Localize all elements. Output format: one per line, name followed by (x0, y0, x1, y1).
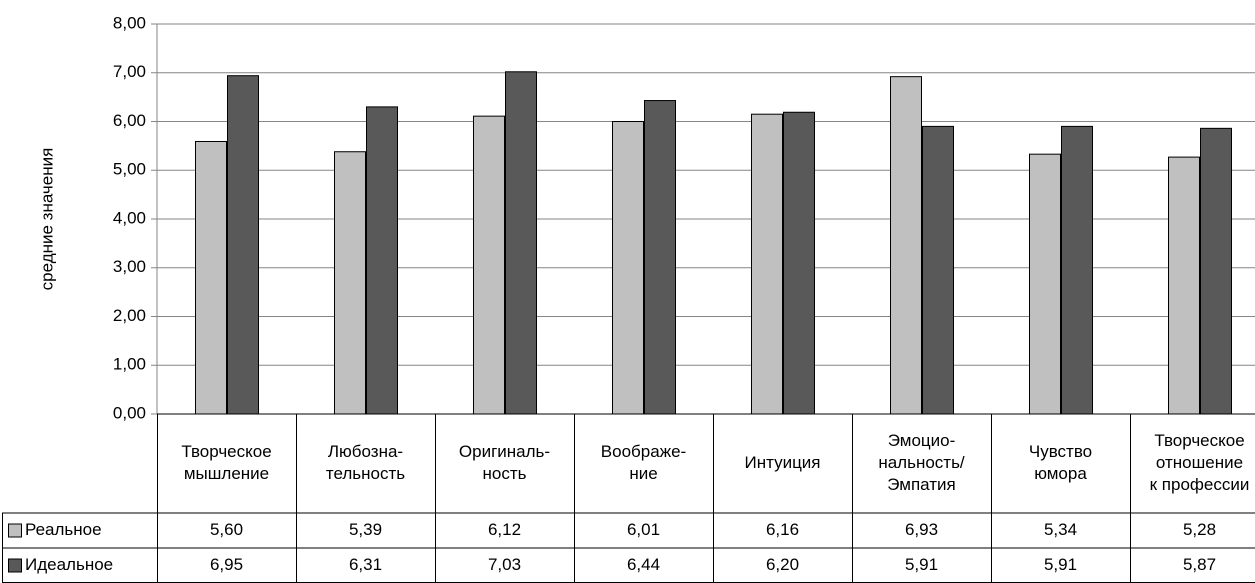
bar-ideal (922, 125, 954, 415)
category-label: Чувство (1029, 442, 1092, 461)
data-label: 5,91 (1044, 555, 1077, 574)
category-label: ние (629, 464, 657, 483)
y-tick-label: 1,00 (113, 355, 146, 374)
data-label: 5,87 (1183, 555, 1216, 574)
bar-real (334, 151, 366, 415)
data-label: 6,12 (488, 520, 521, 539)
bar-real (612, 121, 644, 415)
y-tick-label: 4,00 (113, 208, 146, 227)
bar-real (473, 115, 505, 415)
category-label: Творческое (181, 442, 271, 461)
legend-label: Идеальное (25, 555, 113, 574)
y-tick-label: 7,00 (113, 62, 146, 81)
bar-real (890, 76, 922, 415)
y-tick-label: 2,00 (113, 306, 146, 325)
data-label: 5,60 (210, 520, 243, 539)
data-label: 6,20 (766, 555, 799, 574)
data-table: Творческое мышление Любозна-тельность Ориги… (2, 413, 1255, 583)
bar-ideal (1061, 125, 1093, 415)
y-tick-label: 6,00 (113, 111, 146, 130)
bar-ideal (505, 71, 537, 415)
category-label: отношение (1156, 453, 1243, 472)
data-label: 6,31 (349, 555, 382, 574)
data-label: 6,93 (905, 520, 938, 539)
legend-swatch (8, 558, 22, 573)
category-label: Оригиналь- (459, 442, 550, 461)
legend-swatch (8, 523, 22, 538)
data-label: 5,34 (1044, 520, 1077, 539)
category-label: Воображе- (601, 442, 686, 461)
axes (151, 23, 158, 415)
bar-real (1029, 153, 1061, 415)
category-label: нальность/ (878, 453, 965, 472)
y-axis-label: средние значения (37, 148, 56, 291)
category-label: тельность (326, 464, 405, 483)
data-label: 5,91 (905, 555, 938, 574)
data-label: 6,95 (210, 555, 243, 574)
data-label: 5,28 (1183, 520, 1216, 539)
bar-real (1168, 156, 1200, 415)
data-label: 6,44 (627, 555, 660, 574)
y-tick-label: 0,00 (113, 403, 146, 422)
y-tick-labels: 0,00 1,00 2,00 3,00 4,00 5,00 6,00 7,00 8,00 (113, 13, 146, 422)
category-label: мышление (184, 464, 269, 483)
category-label: ность (483, 464, 527, 483)
category-label: Творческое (1154, 431, 1244, 450)
category-label: Эмоцио- (888, 431, 956, 450)
bar-ideal (783, 111, 815, 415)
bar-real (751, 113, 783, 415)
category-label: Эмпатия (887, 475, 956, 494)
category-label: Интуиция (744, 453, 820, 472)
y-tick-label: 3,00 (113, 257, 146, 276)
data-label: 6,16 (766, 520, 799, 539)
bar-ideal (1200, 127, 1232, 415)
data-label: 6,01 (627, 520, 660, 539)
data-label: 7,03 (488, 555, 521, 574)
bar-ideal (227, 75, 259, 415)
bar-real (195, 141, 227, 415)
category-label: к профессии (1150, 475, 1250, 494)
bars (195, 71, 1232, 415)
legend-label: Реальное (25, 520, 102, 539)
bar-ideal (644, 100, 676, 415)
y-tick-label: 5,00 (113, 160, 146, 179)
y-tick-label: 8,00 (113, 13, 146, 32)
category-label: Любозна- (328, 442, 403, 461)
data-label: 5,39 (349, 520, 382, 539)
category-label: юмора (1034, 464, 1087, 483)
bar-ideal (366, 106, 398, 415)
